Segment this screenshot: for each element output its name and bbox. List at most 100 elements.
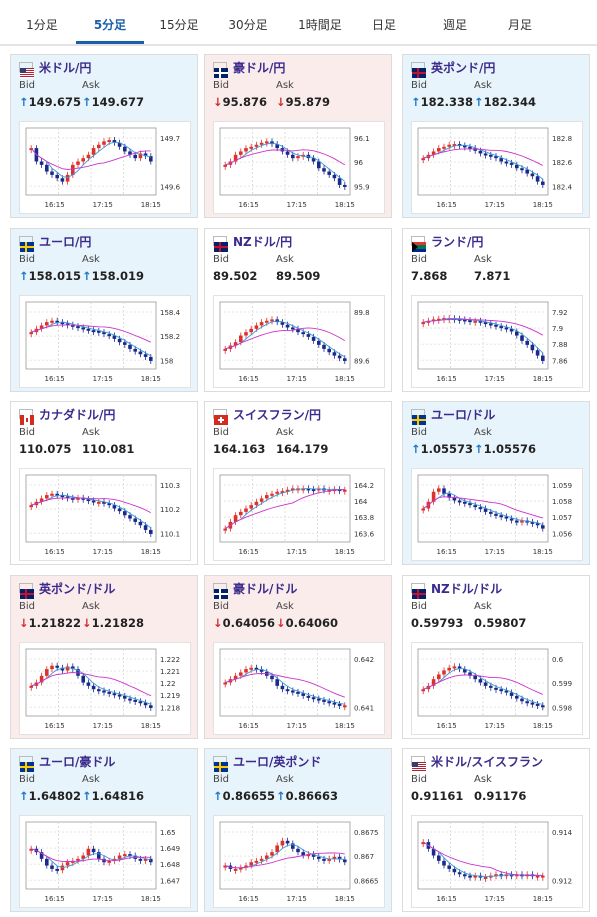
currency-pair-link[interactable]: NZドル/円 (233, 235, 293, 249)
currency-pair-link[interactable]: スイスフラン/円 (233, 408, 322, 422)
candle (515, 520, 519, 523)
mini-chart[interactable]: 1.65 1.649 1.648 1.647 16:15 17:15 18:15 (19, 815, 191, 908)
candle (541, 181, 545, 185)
rate-card[interactable]: 米ドル/円 Bid ↑149.675 Ask ↑149.677 149.7 149.6 16:… (10, 54, 198, 218)
candle (86, 328, 91, 331)
tab-7[interactable]: 月足 (507, 18, 532, 32)
chart-svg: 158.4 158.2 158 16:15 17:15 18:15 (25, 301, 181, 383)
candle (509, 518, 514, 521)
y-tick-label: 1.65 (160, 829, 176, 837)
mini-chart[interactable]: 1.222 1.221 1.22 1.219 1.218 16:15 17:15 18:15 (19, 642, 191, 735)
candle (541, 525, 545, 529)
currency-pair-link[interactable]: ユーロ/円 (39, 235, 92, 249)
mini-chart[interactable]: 0.642 0.641 16:15 17:15 18:15 (213, 642, 385, 735)
ask-price: 110.081 (82, 442, 134, 456)
candle (149, 529, 153, 534)
chart-svg: 0.8675 0.867 0.8665 16:15 17:15 18:15 (219, 821, 379, 903)
x-tick-label: 16:15 (239, 201, 259, 209)
mini-chart[interactable]: 0.914 0.912 16:15 17:15 18:15 (411, 815, 583, 908)
candle (128, 854, 132, 857)
long-ma-line (423, 318, 544, 336)
tab-6[interactable]: 週足 (442, 18, 467, 32)
candle (254, 325, 259, 329)
bid-price: 164.163 (213, 442, 265, 456)
rate-card[interactable]: NZドル/円 Bid 89.502 Ask 89.509 89.8 89.6 16:15 17:… (204, 228, 392, 392)
candle (483, 682, 488, 686)
ask-label: Ask (82, 80, 100, 91)
mini-chart[interactable]: 89.8 89.6 16:15 17:15 18:15 (213, 295, 385, 388)
mini-chart[interactable]: 7.92 7.9 7.88 7.86 16:15 17:15 18:15 (411, 295, 583, 388)
rate-card[interactable]: 英ポンド/円 Bid ↑182.338 Ask ↑182.344 182.8 182.6 18… (402, 54, 590, 218)
x-tick-label: 16:15 (45, 895, 65, 903)
candle (468, 320, 472, 323)
y-tick-label: 7.92 (552, 309, 568, 317)
tab-2[interactable]: 15分足 (159, 18, 199, 32)
candle (143, 153, 148, 157)
mini-chart[interactable]: 149.7 149.6 16:15 17:15 18:15 (19, 121, 191, 214)
bid-price: ↓1.21822 (19, 616, 81, 630)
currency-pair-link[interactable]: 豪ドル/円 (233, 61, 286, 75)
candle (291, 690, 295, 693)
tab-1[interactable]: 5分足 (76, 0, 144, 44)
bid-value: 1.64802 (28, 789, 82, 803)
currency-pair-link[interactable]: 米ドル/スイスフラン (431, 755, 544, 769)
currency-pair-link[interactable]: 英ポンド/円 (431, 61, 496, 75)
y-tick-label: 1.648 (160, 861, 180, 869)
tab-5[interactable]: 日足 (371, 18, 396, 32)
candle (431, 679, 436, 686)
bid-value: 0.91161 (411, 789, 464, 803)
bid-value: 1.05573 (420, 442, 474, 456)
candle (91, 685, 96, 690)
candle (76, 326, 80, 329)
candle (223, 865, 227, 868)
currency-pair-link[interactable]: ユーロ/ドル (431, 408, 496, 422)
bid-price: 89.502 (213, 269, 257, 283)
mini-chart[interactable]: 182.8 182.6 182.4 16:15 17:15 18:15 (411, 121, 583, 214)
tab-0[interactable]: 1分足 (26, 18, 58, 32)
currency-pair-link[interactable]: ユーロ/豪ドル (39, 755, 116, 769)
mini-chart[interactable]: 110.3 110.2 110.1 16:15 17:15 18:15 (19, 468, 191, 561)
bid-price: ↓95.876 (213, 95, 267, 109)
rate-card[interactable]: 米ドル/スイスフラン Bid 0.91161 Ask 0.91176 0.914 0.912… (402, 748, 590, 912)
rate-card[interactable]: 英ポンド/ドル Bid ↓1.21822 Ask ↓1.21828 1.222 1.221 1… (10, 575, 198, 739)
rate-card[interactable]: NZドル/ドル Bid 0.59793 Ask 0.59807 0.6 0.599 0.598… (402, 575, 590, 739)
currency-pair-link[interactable]: NZドル/ドル (431, 582, 503, 596)
currency-pair-link[interactable]: ランド/円 (431, 235, 484, 249)
currency-pair-link[interactable]: 英ポンド/ドル (39, 582, 116, 596)
rate-card[interactable]: ユーロ/英ポンド Bid ↑0.86655 Ask ↑0.86663 0.8675 0.86… (204, 748, 392, 912)
tab-3[interactable]: 30分足 (228, 18, 268, 32)
mini-chart[interactable]: 164.2 164 163.8 163.6 16:15 17:15 18:15 (213, 468, 385, 561)
rate-card[interactable]: ユーロ/豪ドル Bid ↑1.64802 Ask ↑1.64816 1.65 1.649 1.… (10, 748, 198, 912)
mini-chart[interactable]: 0.8675 0.867 0.8665 16:15 17:15 18:15 (213, 815, 385, 908)
mini-chart[interactable]: 0.6 0.599 0.598 16:15 17:15 18:15 (411, 642, 583, 735)
mini-chart[interactable]: 96.1 96 95.9 16:15 17:15 18:15 (213, 121, 385, 214)
bid-label: Bid (411, 774, 427, 785)
x-tick-label: 18:15 (335, 201, 355, 209)
currency-pair-link[interactable]: カナダドル/円 (39, 408, 116, 422)
rate-card[interactable]: ユーロ/円 Bid ↑158.015 Ask ↑158.019 158.4 158.2 158… (10, 228, 198, 392)
rate-card[interactable]: ランド/円 Bid 7.868 Ask 7.871 7.92 7.9 7.88 7.86 16:1… (402, 228, 590, 392)
candle (337, 703, 342, 706)
tab-4[interactable]: 1時間足 (298, 18, 342, 32)
currency-pair-link[interactable]: 米ドル/円 (39, 61, 92, 75)
rate-card[interactable]: 豪ドル/ドル Bid ↓0.64056 Ask ↓0.64060 0.642 0.641 16… (204, 575, 392, 739)
candle (91, 500, 96, 503)
rate-card[interactable]: ユーロ/ドル Bid ↑1.05573 Ask ↑1.05576 1.059 1.058 1.… (402, 401, 590, 565)
candle (39, 161, 44, 165)
chart-svg: 164.2 164 163.8 163.6 16:15 17:15 18:15 (219, 474, 375, 556)
candle (322, 699, 326, 702)
ask-value: 110.081 (82, 442, 135, 456)
candle (128, 151, 132, 155)
currency-pair-link[interactable]: ユーロ/英ポンド (233, 755, 322, 769)
mini-chart[interactable]: 1.059 1.058 1.057 1.056 16:15 17:15 18:15 (411, 468, 583, 561)
mini-chart[interactable]: 158.4 158.2 158 16:15 17:15 18:15 (19, 295, 191, 388)
candle (259, 142, 264, 145)
ask-label: Ask (276, 254, 294, 265)
candle (123, 511, 127, 516)
currency-pair-link[interactable]: 豪ドル/ドル (233, 582, 298, 596)
ask-price: ↓0.64060 (276, 616, 338, 630)
rate-card[interactable]: 豪ドル/円 Bid ↓95.876 Ask ↓95.879 96.1 96 95.9 16:15… (204, 54, 392, 218)
bid-value: 89.502 (213, 269, 258, 283)
rate-card[interactable]: カナダドル/円 Bid 110.075 Ask 110.081 110.3 110.2 110… (10, 401, 198, 565)
rate-card[interactable]: スイスフラン/円 Bid 164.163 Ask 164.179 164.2 164 163.… (204, 401, 392, 565)
